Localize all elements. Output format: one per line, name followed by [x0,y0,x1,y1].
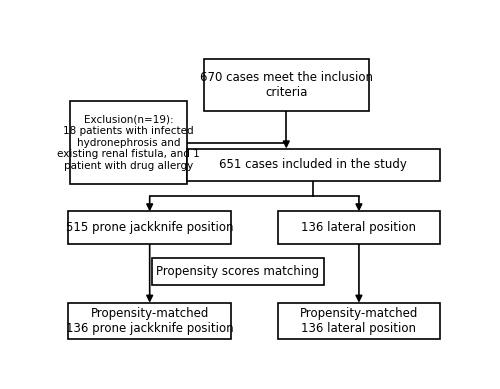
FancyBboxPatch shape [204,59,368,111]
FancyBboxPatch shape [68,303,231,339]
Text: 136 lateral position: 136 lateral position [302,221,416,235]
Text: Propensity-matched
136 prone jackknife position: Propensity-matched 136 prone jackknife p… [66,307,234,335]
Text: 515 prone jackknife position: 515 prone jackknife position [66,221,234,235]
Text: Propensity-matched
136 lateral position: Propensity-matched 136 lateral position [300,307,418,335]
FancyBboxPatch shape [68,212,231,244]
FancyBboxPatch shape [186,149,440,181]
Text: 651 cases included in the study: 651 cases included in the study [220,158,408,172]
Text: Propensity scores matching: Propensity scores matching [156,265,320,278]
Text: Exclusion(n=19):
18 patients with infected
hydronephrosis and
existing renal fis: Exclusion(n=19): 18 patients with infect… [57,114,200,171]
FancyBboxPatch shape [278,303,440,339]
FancyBboxPatch shape [152,258,324,285]
Text: 670 cases meet the inclusion
criteria: 670 cases meet the inclusion criteria [200,71,373,99]
FancyBboxPatch shape [278,212,440,244]
FancyBboxPatch shape [70,101,186,184]
